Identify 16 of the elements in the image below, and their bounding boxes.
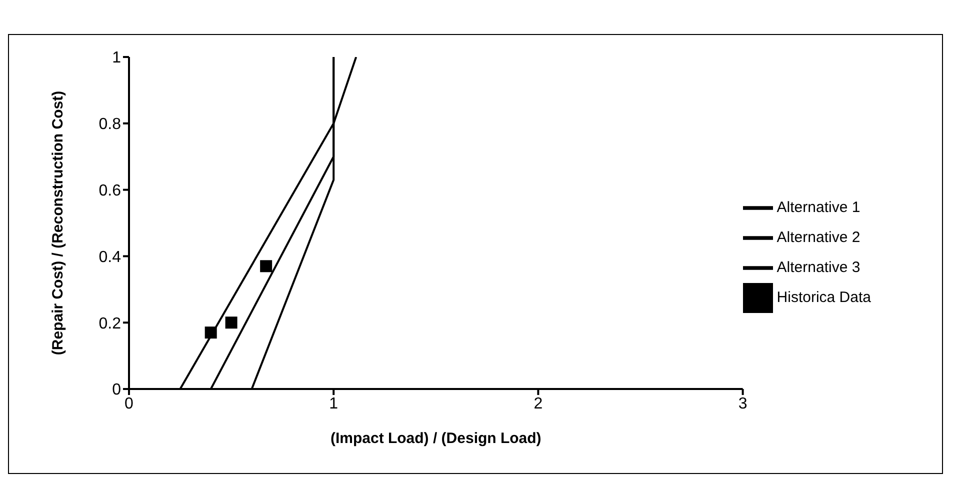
y-axis-title: (Repair Cost) / (Reconstruction Cost) <box>49 90 66 356</box>
y-tick-label: 0.4 <box>98 248 122 266</box>
y-tick-label: 1 <box>112 50 122 67</box>
x-tick-label: 2 <box>534 395 543 412</box>
y-tick-label: 0 <box>112 382 122 399</box>
legend-label: Historica Data <box>776 288 871 306</box>
x-tick-label: 3 <box>738 395 748 412</box>
x-tick-label: 0 <box>124 395 134 412</box>
y-tick-label: 0.2 <box>98 315 122 332</box>
y-tick-label: 0.8 <box>98 116 122 134</box>
legend-label: Alternative 3 <box>776 258 860 276</box>
y-tick-label: 0.6 <box>98 182 122 200</box>
x-axis-title: (Impact Load) / (Design Load) <box>330 430 542 447</box>
x-tick-label: 1 <box>329 395 338 412</box>
legend-label: Alternative 1 <box>776 198 860 216</box>
legend-label: Alternative 2 <box>776 228 860 246</box>
